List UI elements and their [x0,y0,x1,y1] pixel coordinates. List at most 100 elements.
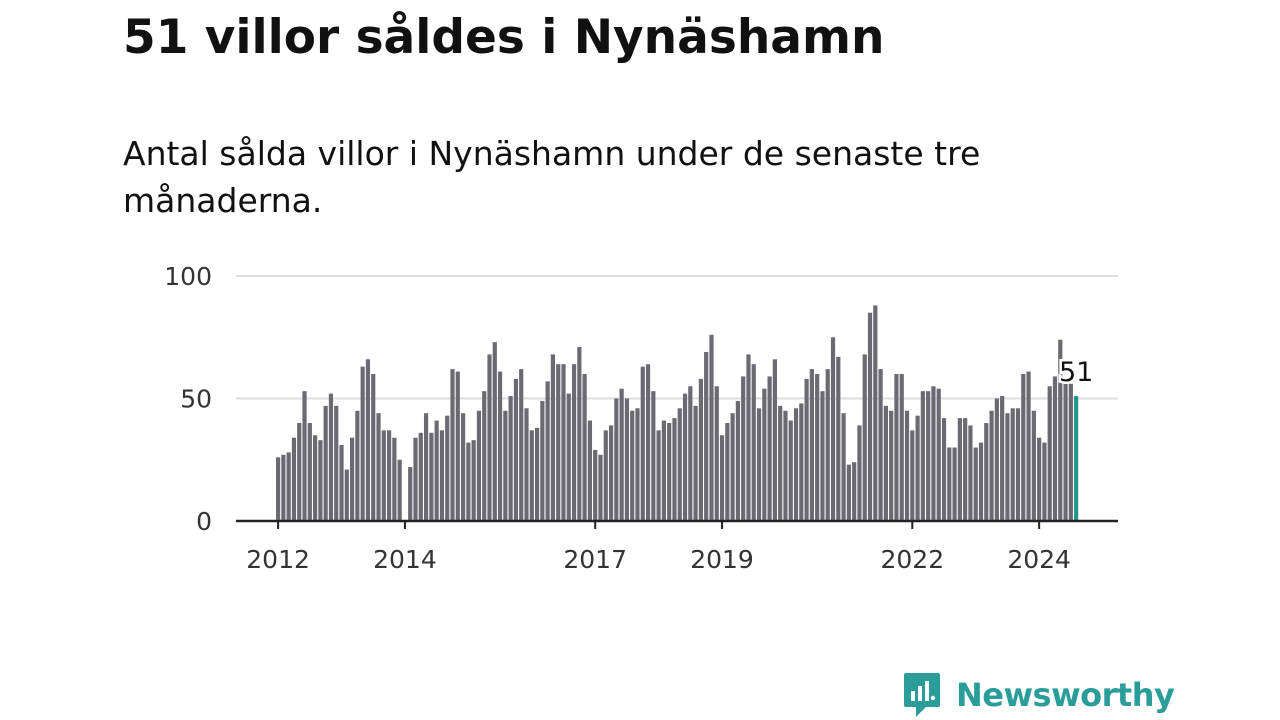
bar [318,440,323,521]
bar [598,454,603,521]
bar [534,427,540,521]
bar [381,430,386,521]
bar [672,418,677,521]
bar [429,432,434,521]
bar [968,425,973,521]
bar [899,374,904,521]
bar [719,435,725,521]
bar [741,376,746,521]
bar [915,415,920,521]
x-tick-label: 2012 [246,545,310,574]
bar [820,391,825,521]
bar [788,420,793,521]
bar [735,400,740,521]
bar [936,388,941,521]
bar [519,369,524,521]
bar [460,413,466,521]
x-axis [236,519,1118,529]
bar [799,403,804,521]
bar [1021,374,1026,521]
bar [365,359,371,521]
newsworthy-brand[interactable]: Newsworthy [902,670,1175,720]
bar [503,410,508,521]
x-tick-label: 2019 [690,545,754,574]
bar [656,430,661,521]
bar [778,405,783,521]
bar [730,413,735,521]
bar [709,334,714,521]
bar [439,430,445,521]
bar [1052,376,1058,521]
bar [577,347,582,521]
bar [349,437,355,521]
bar [630,410,635,521]
bar [556,364,561,521]
bar [608,425,614,521]
labels: 0 50 100 2012 2014 2017 2019 2022 2024 51 [164,262,1096,574]
bar [693,405,698,521]
bar [704,351,709,521]
bar [582,374,587,521]
bar [392,437,397,521]
bar [978,442,984,521]
bar [286,452,291,521]
chart-subtitle: Antal sålda villor i Nynäshamn under de … [123,134,981,220]
bar [756,408,762,521]
bar [815,374,820,521]
bar [682,393,688,521]
x-tick-label: 2024 [1007,545,1071,574]
bar [434,420,439,521]
bar [376,413,381,521]
bar [1058,339,1063,521]
bar [513,378,519,521]
bar [418,432,423,521]
bar [645,364,651,521]
bar [635,408,640,521]
bar [593,449,598,521]
brand-name: Newsworthy [956,676,1175,714]
bar [344,469,349,521]
bar [889,410,894,521]
bar [1031,410,1036,521]
bar [408,467,413,521]
bar [339,445,344,521]
bar [291,437,297,521]
bar [614,398,619,521]
x-tick-label: 2014 [373,545,437,574]
bar [952,447,957,521]
bar [281,454,286,521]
bar [423,413,429,521]
bar [529,430,534,521]
bar [836,356,841,521]
bar [640,366,645,521]
bar [307,423,312,521]
bar [334,405,339,521]
bar [540,400,545,521]
bar [487,354,492,521]
bar [873,305,878,521]
highlight-value-label: 51 [1059,357,1093,388]
bar [904,410,910,521]
bar [360,366,365,521]
bar [841,413,846,521]
bar [867,312,873,521]
x-tick-label: 2017 [563,545,627,574]
bar [313,435,318,521]
bar [883,405,888,521]
bar [492,342,497,521]
gridlines [236,275,1118,400]
bar [619,388,624,521]
bar [830,337,836,521]
bar [445,415,450,521]
bar [587,420,593,521]
bar [571,364,577,521]
bar [1042,442,1047,521]
bar [566,393,571,521]
bar [725,423,730,521]
bar [677,408,682,521]
bar [989,410,994,521]
bar [450,369,455,521]
chart-title: 51 villor såldes i Nynäshamn [123,10,885,65]
y-tick-label: 100 [164,262,212,291]
